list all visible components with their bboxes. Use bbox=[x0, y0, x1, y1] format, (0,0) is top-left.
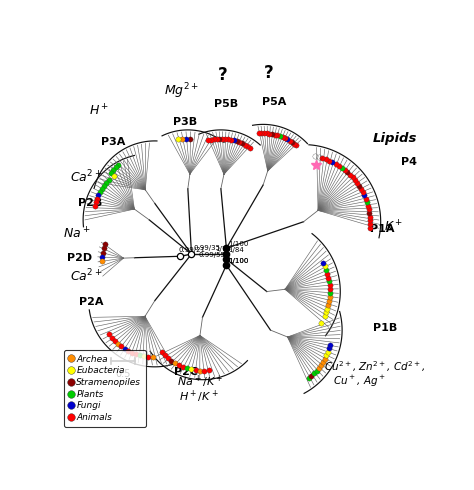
Text: 0.99/55: 0.99/55 bbox=[198, 252, 225, 258]
Text: P1B: P1B bbox=[374, 323, 398, 333]
Text: $Ca^{2+}$: $Ca^{2+}$ bbox=[70, 169, 103, 185]
Text: $Cu^+$, $Ag^+$: $Cu^+$, $Ag^+$ bbox=[333, 374, 386, 389]
Text: $Cu^{2+}$, $Zn^{2+}$, $Cd^{2+}$,: $Cu^{2+}$, $Zn^{2+}$, $Cd^{2+}$, bbox=[324, 360, 426, 374]
Text: P2B: P2B bbox=[78, 198, 102, 208]
Text: $Na^+$: $Na^+$ bbox=[63, 227, 91, 242]
Text: $K^+$: $K^+$ bbox=[384, 220, 403, 235]
Text: $Mg^{2+}$: $Mg^{2+}$ bbox=[164, 81, 199, 100]
Text: 1/74: 1/74 bbox=[215, 246, 231, 252]
Text: $Na^+/K^+$: $Na^+/K^+$ bbox=[177, 374, 223, 391]
Text: P4: P4 bbox=[401, 157, 418, 168]
Text: P5A: P5A bbox=[262, 97, 286, 107]
Text: P3B: P3B bbox=[173, 117, 197, 127]
Text: Lipids: Lipids bbox=[373, 132, 418, 145]
Legend: Archea, Eubacteria, Stramenopiles, Plants, Fungi, Animals: Archea, Eubacteria, Stramenopiles, Plant… bbox=[64, 350, 146, 427]
Text: 1/84: 1/84 bbox=[228, 246, 245, 252]
Text: ?: ? bbox=[264, 64, 273, 82]
Text: 1/100: 1/100 bbox=[228, 258, 249, 264]
Text: 0.5: 0.5 bbox=[115, 368, 130, 379]
Text: P2C: P2C bbox=[174, 367, 198, 377]
Text: 0.99/35: 0.99/35 bbox=[193, 245, 220, 251]
Text: P1A: P1A bbox=[370, 224, 394, 234]
Text: $H^+/K^+$: $H^+/K^+$ bbox=[179, 389, 219, 405]
Text: P2A: P2A bbox=[80, 297, 104, 307]
Text: $Ca^{2+}$: $Ca^{2+}$ bbox=[70, 268, 103, 284]
Text: ?: ? bbox=[218, 66, 228, 84]
Text: $H^+$: $H^+$ bbox=[89, 103, 109, 119]
Text: 0.99/21: 0.99/21 bbox=[179, 247, 206, 253]
Text: P3A: P3A bbox=[101, 137, 126, 147]
Text: 1/100: 1/100 bbox=[228, 258, 249, 264]
Text: 1/100: 1/100 bbox=[228, 241, 249, 247]
Text: P5B: P5B bbox=[214, 98, 238, 109]
Text: P2D: P2D bbox=[66, 253, 92, 263]
